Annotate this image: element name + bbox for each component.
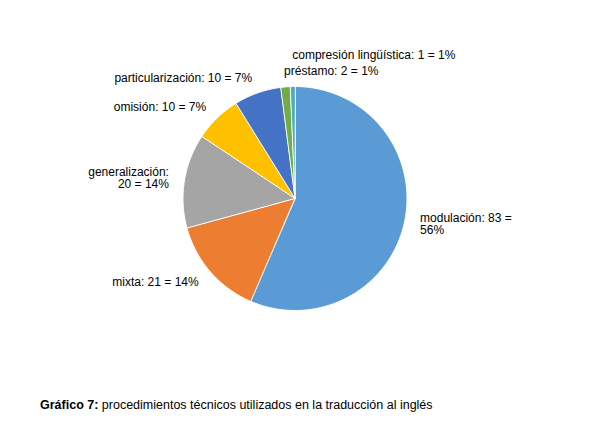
svg-text:generalización:20 = 14%: generalización:20 = 14% — [88, 165, 169, 191]
svg-text:omisión: 10 = 7%: omisión: 10 = 7% — [114, 100, 207, 114]
svg-text:préstamo: 2 = 1%: préstamo: 2 = 1% — [284, 64, 379, 78]
svg-text:mixta: 21 = 14%: mixta: 21 = 14% — [112, 275, 199, 289]
svg-text:compresión lingüística: 1 = 1%: compresión lingüística: 1 = 1% — [292, 48, 455, 62]
html-text:Gráfico 7: procedimientos técn: Gráfico 7: procedimientos técnicos utili… — [40, 398, 433, 412]
svg-text:modulación: 83 =56%: modulación: 83 =56% — [420, 211, 512, 237]
svg-text:particularización: 10 = 7%: particularización: 10 = 7% — [114, 71, 252, 85]
